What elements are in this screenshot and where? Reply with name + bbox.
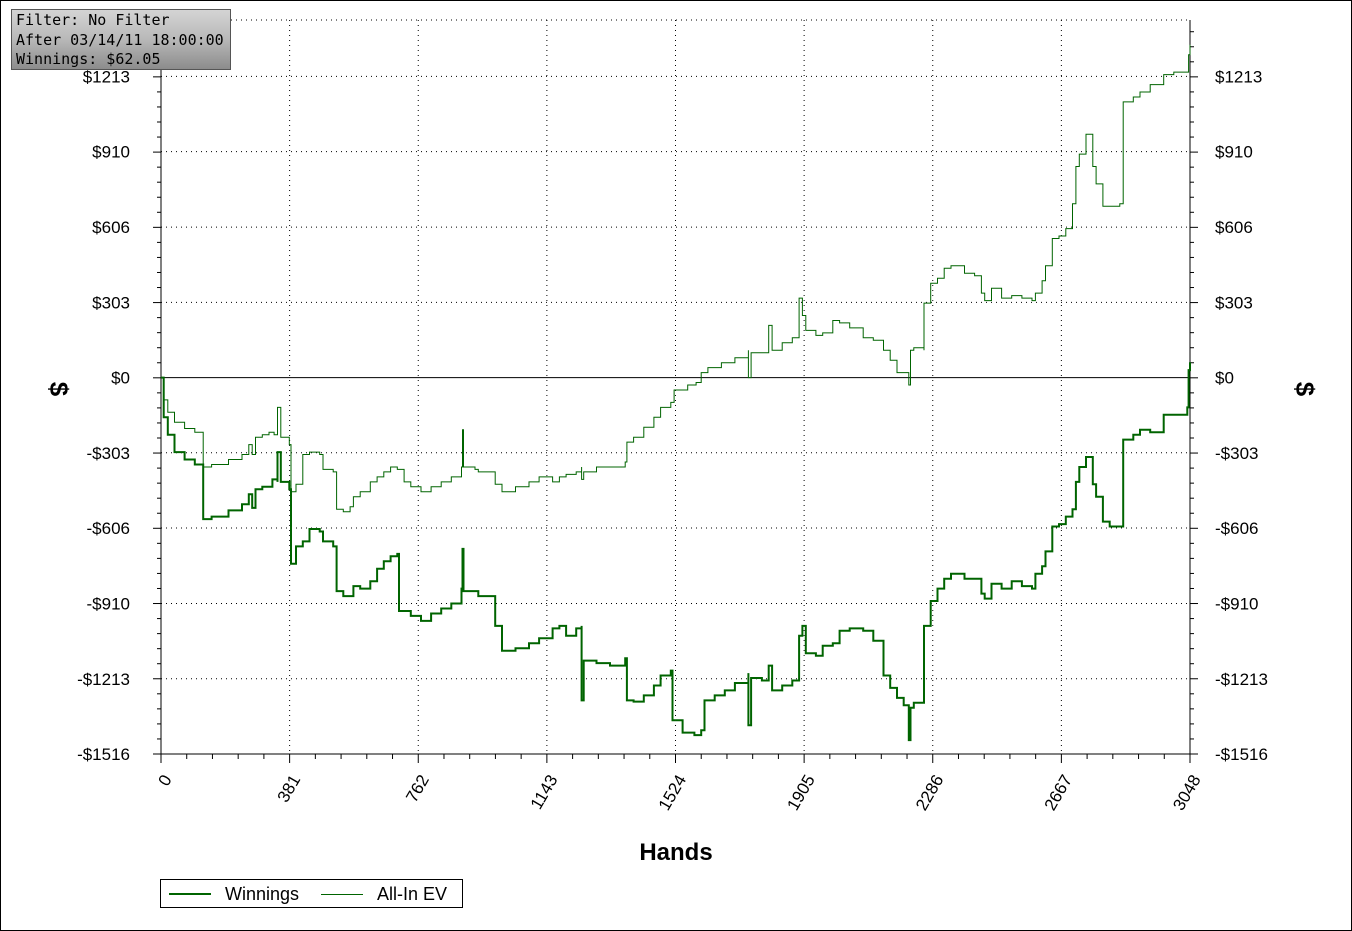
y-tick-label-right: -$1516 — [1215, 745, 1268, 764]
x-tick-label: 1905 — [783, 772, 818, 814]
series-layer — [161, 44, 1191, 742]
series-line-allin-ev — [161, 44, 1191, 513]
y-tick-label-left: $910 — [92, 143, 130, 162]
y-axis-title-right: $ — [1290, 382, 1320, 397]
y-tick-label-left: $1213 — [83, 67, 130, 86]
filter-line: Filter: No Filter — [16, 11, 170, 29]
x-tick-label: 3048 — [1169, 772, 1204, 814]
x-tick-label: 1143 — [527, 772, 562, 813]
filter-info-box: Filter: No Filter After 03/14/11 18:00:0… — [11, 9, 231, 70]
y-tick-label-right: $303 — [1215, 293, 1253, 312]
legend-label-winnings: Winnings — [225, 883, 300, 904]
y-tick-label-left: $303 — [92, 293, 130, 312]
legend-item-winnings: Winnings — [169, 884, 299, 904]
legend-swatch-allin-ev — [321, 893, 363, 895]
y-axis-title-left: $ — [44, 382, 74, 397]
x-tick-label: 1524 — [655, 772, 690, 814]
y-tick-label-left: -$1516 — [77, 745, 130, 764]
y-tick-label-right: $0 — [1215, 369, 1234, 388]
y-tick-label-right: $1213 — [1215, 67, 1262, 86]
x-axis-title: Hands — [639, 839, 712, 866]
legend-swatch-winnings — [169, 893, 211, 895]
y-tick-label-right: $910 — [1215, 143, 1253, 162]
y-tick-label-left: $606 — [92, 218, 130, 237]
y-tick-label-right: $606 — [1215, 218, 1253, 237]
x-tick-label: 0 — [154, 772, 175, 790]
winnings-line: Winnings: $62.05 — [16, 50, 161, 68]
series-line-winnings — [161, 362, 1191, 742]
x-tick-label: 762 — [402, 772, 433, 806]
x-tick-label: 2667 — [1041, 772, 1076, 814]
y-tick-label-right: -$303 — [1215, 444, 1258, 463]
y-tick-label-right: -$910 — [1215, 595, 1258, 614]
axis-layer — [153, 20, 1198, 763]
y-tick-label-right: -$606 — [1215, 519, 1258, 538]
grid-layer — [161, 19, 1190, 754]
legend-item-allin-ev: All-In EV — [321, 884, 447, 904]
y-tick-label-left: -$606 — [87, 519, 130, 538]
y-tick-label-left: -$1213 — [77, 670, 130, 689]
x-tick-label: 381 — [274, 772, 305, 806]
y-tick-label-left: -$910 — [87, 595, 130, 614]
y-tick-label-left: $0 — [111, 369, 130, 388]
y-tick-label-left: -$303 — [87, 444, 130, 463]
legend: Winnings All-In EV — [160, 879, 463, 908]
date-filter-line: After 03/14/11 18:00:00 — [16, 30, 224, 49]
x-tick-label: 2286 — [912, 772, 947, 814]
y-tick-label-right: -$1213 — [1215, 670, 1268, 689]
legend-label-allin-ev: All-In EV — [377, 883, 448, 904]
